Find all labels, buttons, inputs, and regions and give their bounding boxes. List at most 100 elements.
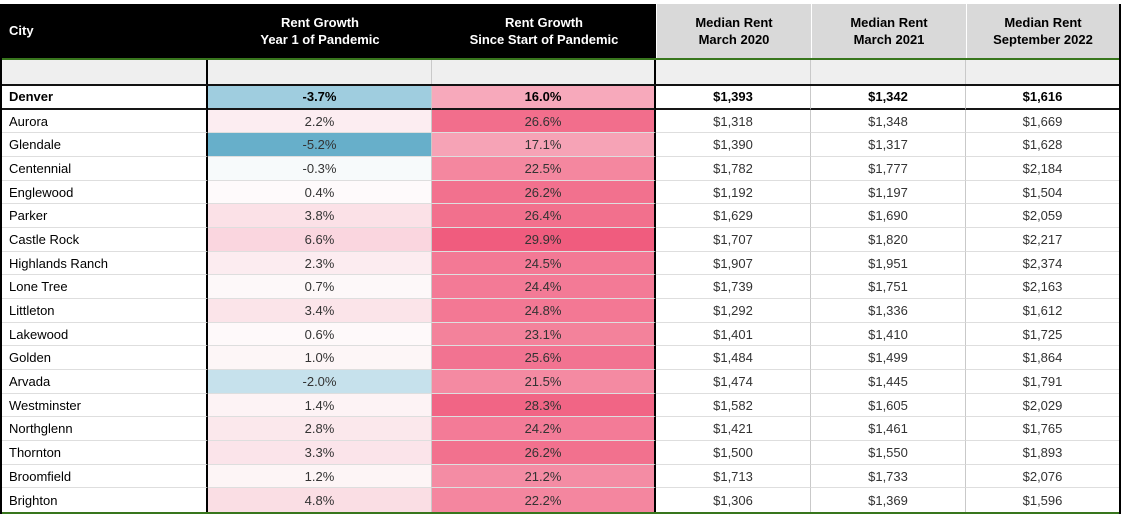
median-rent-2022-cell[interactable]: $1,725 [966,323,1119,347]
median-rent-2021-cell[interactable]: $1,317 [811,133,966,158]
spacer-cell[interactable] [2,60,208,84]
header-rent-growth-year1[interactable]: Rent Growth Year 1 of Pandemic [208,4,432,58]
city-cell[interactable]: Glendale [2,133,208,158]
rent-growth-since-cell[interactable]: 26.2% [432,180,656,205]
spacer-cell[interactable] [966,60,1119,84]
median-rent-2020-cell[interactable]: $1,484 [656,346,811,371]
median-rent-2021-cell[interactable]: $1,751 [811,275,966,300]
median-rent-2020-cell[interactable]: $1,393 [656,86,811,110]
median-rent-2021-cell[interactable]: $1,550 [811,441,966,465]
median-rent-2020-cell[interactable]: $1,713 [656,464,811,489]
median-rent-2020-cell[interactable]: $1,474 [656,370,811,394]
median-rent-2022-cell[interactable]: $2,076 [966,465,1119,489]
rent-growth-since-cell[interactable]: 26.2% [432,441,656,465]
median-rent-2021-cell[interactable]: $1,733 [811,464,966,489]
median-rent-2021-cell[interactable]: $1,342 [811,86,966,110]
header-rent-growth-since-start[interactable]: Rent Growth Since Start of Pandemic [432,4,656,58]
median-rent-2022-cell[interactable]: $1,669 [966,110,1119,134]
city-cell[interactable]: Broomfield [2,464,208,489]
rent-growth-year1-cell[interactable]: 6.6% [208,228,432,252]
header-median-rent-september-2022[interactable]: Median Rent September 2022 [966,4,1119,58]
city-cell[interactable]: Englewood [2,180,208,205]
spacer-cell[interactable] [656,60,811,84]
city-cell[interactable]: Aurora [2,109,208,134]
rent-growth-since-cell[interactable]: 21.2% [432,464,656,489]
median-rent-2021-cell[interactable]: $1,445 [811,370,966,394]
median-rent-2021-cell[interactable]: $1,605 [811,393,966,418]
city-cell[interactable]: Brighton [2,488,208,513]
median-rent-2021-cell[interactable]: $1,348 [811,109,966,134]
median-rent-2020-cell[interactable]: $1,192 [656,180,811,205]
median-rent-2020-cell[interactable]: $1,401 [656,322,811,347]
median-rent-2020-cell[interactable]: $1,292 [656,299,811,323]
city-cell[interactable]: Thornton [2,441,208,465]
city-cell[interactable]: Denver [2,86,208,110]
rent-growth-year1-cell[interactable]: -0.3% [208,157,432,181]
rent-growth-year1-cell[interactable]: -5.2% [208,133,432,158]
city-cell[interactable]: Centennial [2,157,208,181]
rent-growth-since-cell[interactable]: 17.1% [432,133,656,158]
rent-growth-year1-cell[interactable]: -2.0% [208,370,432,394]
median-rent-2020-cell[interactable]: $1,629 [656,204,811,229]
rent-growth-year1-cell[interactable]: 1.0% [208,346,432,371]
rent-growth-since-cell[interactable]: 25.6% [432,346,656,371]
median-rent-2020-cell[interactable]: $1,582 [656,393,811,418]
city-cell[interactable]: Arvada [2,370,208,394]
median-rent-2021-cell[interactable]: $1,461 [811,417,966,442]
rent-growth-since-cell[interactable]: 29.9% [432,228,656,252]
rent-growth-year1-cell[interactable]: -3.7% [208,86,432,110]
rent-growth-since-cell[interactable]: 28.3% [432,393,656,418]
median-rent-2022-cell[interactable]: $1,616 [966,86,1119,110]
rent-growth-since-cell[interactable]: 24.5% [432,251,656,276]
median-rent-2021-cell[interactable]: $1,951 [811,251,966,276]
median-rent-2022-cell[interactable]: $1,893 [966,441,1119,465]
rent-growth-year1-cell[interactable]: 0.7% [208,275,432,300]
median-rent-2020-cell[interactable]: $1,782 [656,157,811,181]
rent-growth-year1-cell[interactable]: 2.8% [208,417,432,442]
median-rent-2021-cell[interactable]: $1,499 [811,346,966,371]
rent-growth-year1-cell[interactable]: 0.4% [208,180,432,205]
rent-growth-year1-cell[interactable]: 0.6% [208,322,432,347]
median-rent-2022-cell[interactable]: $2,374 [966,252,1119,276]
median-rent-2022-cell[interactable]: $2,184 [966,157,1119,181]
median-rent-2021-cell[interactable]: $1,410 [811,322,966,347]
rent-growth-since-cell[interactable]: 22.5% [432,157,656,181]
median-rent-2022-cell[interactable]: $1,791 [966,370,1119,394]
median-rent-2022-cell[interactable]: $1,612 [966,299,1119,323]
rent-growth-since-cell[interactable]: 24.8% [432,299,656,323]
median-rent-2022-cell[interactable]: $1,765 [966,417,1119,442]
city-cell[interactable]: Northglenn [2,417,208,442]
median-rent-2020-cell[interactable]: $1,739 [656,275,811,300]
median-rent-2021-cell[interactable]: $1,369 [811,488,966,513]
rent-growth-since-cell[interactable]: 22.2% [432,488,656,513]
city-cell[interactable]: Westminster [2,393,208,418]
header-city[interactable]: City [2,4,208,58]
median-rent-2020-cell[interactable]: $1,306 [656,488,811,513]
city-cell[interactable]: Littleton [2,299,208,323]
median-rent-2022-cell[interactable]: $1,504 [966,181,1119,205]
rent-growth-since-cell[interactable]: 26.4% [432,204,656,229]
median-rent-2021-cell[interactable]: $1,197 [811,180,966,205]
rent-growth-since-cell[interactable]: 21.5% [432,370,656,394]
median-rent-2022-cell[interactable]: $2,217 [966,228,1119,252]
median-rent-2020-cell[interactable]: $1,390 [656,133,811,158]
median-rent-2020-cell[interactable]: $1,500 [656,441,811,465]
median-rent-2020-cell[interactable]: $1,907 [656,251,811,276]
rent-growth-year1-cell[interactable]: 1.2% [208,464,432,489]
city-cell[interactable]: Parker [2,204,208,229]
rent-growth-since-cell[interactable]: 23.1% [432,322,656,347]
city-cell[interactable]: Highlands Ranch [2,251,208,276]
median-rent-2022-cell[interactable]: $1,864 [966,346,1119,371]
median-rent-2021-cell[interactable]: $1,777 [811,157,966,181]
rent-growth-year1-cell[interactable]: 4.8% [208,488,432,513]
median-rent-2021-cell[interactable]: $1,336 [811,299,966,323]
median-rent-2020-cell[interactable]: $1,318 [656,109,811,134]
median-rent-2022-cell[interactable]: $2,029 [966,394,1119,418]
median-rent-2022-cell[interactable]: $2,059 [966,204,1119,229]
rent-growth-year1-cell[interactable]: 1.4% [208,393,432,418]
median-rent-2022-cell[interactable]: $1,628 [966,133,1119,158]
median-rent-2022-cell[interactable]: $1,596 [1022,492,1063,508]
header-median-rent-march-2020[interactable]: Median Rent March 2020 [656,4,811,58]
city-cell[interactable]: Golden [2,346,208,371]
spacer-cell[interactable] [432,60,656,84]
